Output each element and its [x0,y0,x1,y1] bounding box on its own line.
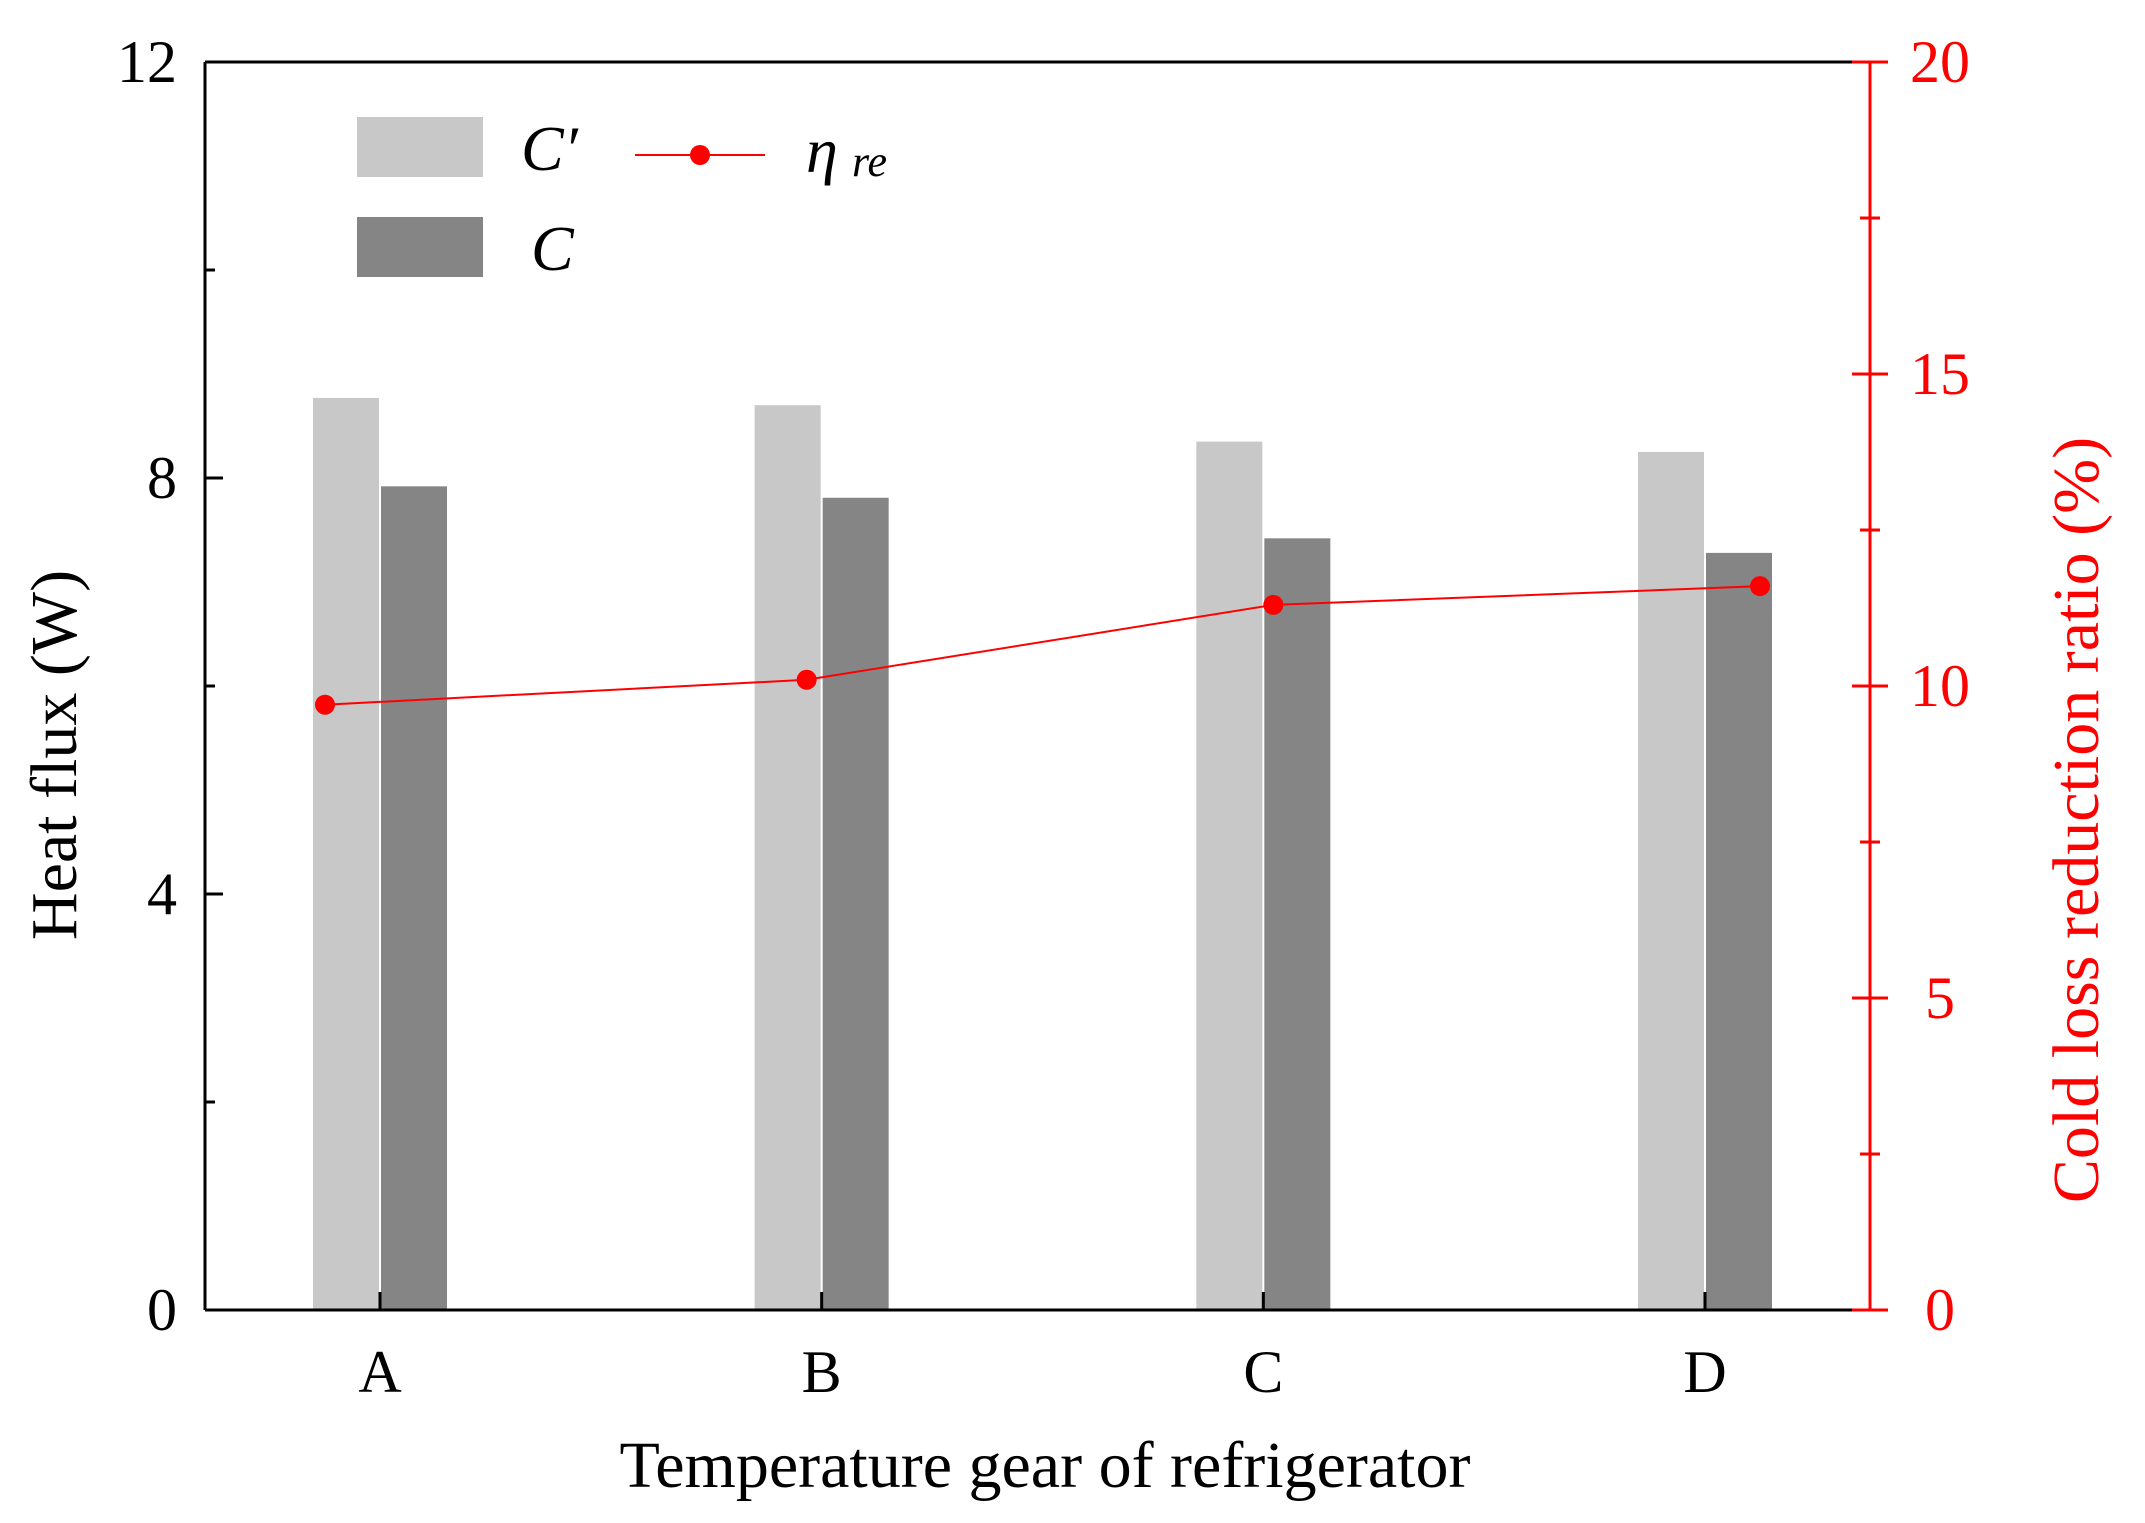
line-series-layer [315,576,1770,715]
bar-c-prime-d [1638,452,1704,1310]
y2-tick-label: 0 [1925,1277,1955,1343]
y2-tick-label: 5 [1925,965,1955,1031]
legend-label-c: C [531,213,575,284]
legend-label-eta-subscript: re [852,137,887,186]
x-axis-title: Temperature gear of refrigerator [619,1429,1470,1502]
legend-marker-eta-re [690,145,710,165]
y-tick-label: 8 [147,445,177,511]
bar-c-prime-c [1196,441,1263,1311]
legend-label-c-prime: C′ [521,113,579,184]
y2-tick-label: 20 [1910,29,1970,95]
line-eta-re [324,585,1761,706]
legend: C′ C η re [357,113,887,284]
legend-label-eta: η [806,115,838,186]
bar-c-c [1264,538,1331,1310]
y-tick-label: 4 [147,861,177,927]
y-axis-title: Heat flux (W) [18,570,91,940]
x-tick-label-b: B [802,1339,842,1405]
y2-axis-title: Cold loss reduction ratio (%) [2040,437,2113,1203]
y-tick-label: 0 [147,1277,177,1343]
x-tick-label-a: A [358,1339,401,1405]
bar-c-d [1706,552,1772,1310]
ticks-layer: 0 4 8 12 0 5 10 15 20 A B C D [117,29,1970,1405]
bar-c-prime-a [313,397,379,1310]
y2-tick-label: 15 [1910,341,1970,407]
marker-eta-re-a [315,694,335,715]
marker-eta-re-d [1750,576,1770,597]
x-tick-label-d: D [1683,1339,1726,1405]
marker-eta-re-b [796,669,817,690]
y2-tick-label: 10 [1910,653,1970,719]
legend-swatch-c [357,217,483,277]
y-tick-label: 12 [117,29,177,95]
bar-c-a [381,486,447,1310]
x-tick-label-c: C [1243,1339,1283,1405]
bar-c-prime-b [754,405,821,1310]
legend-swatch-c-prime [357,117,483,177]
bar-c-b [822,497,889,1310]
marker-eta-re-c [1263,594,1284,615]
bars-layer [313,397,1772,1311]
